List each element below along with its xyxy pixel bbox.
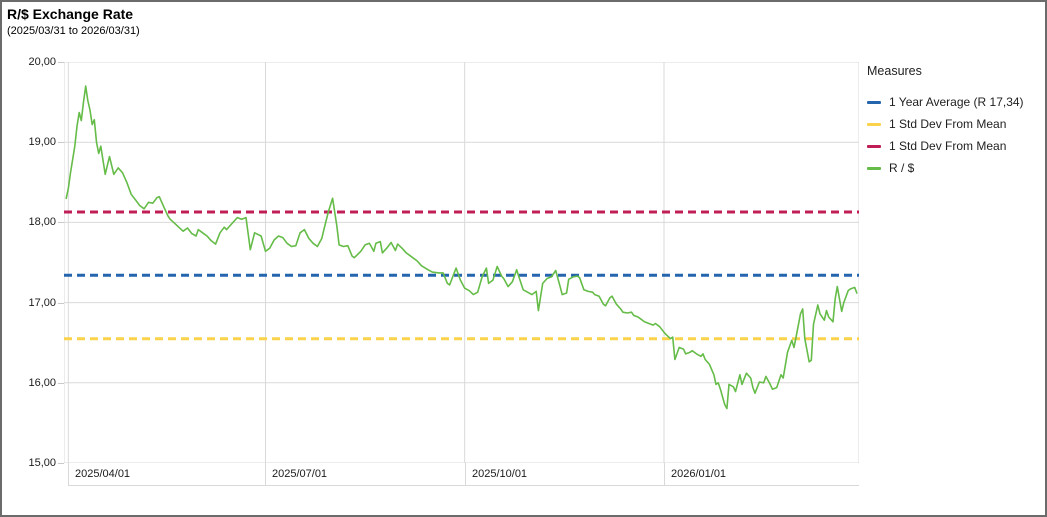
legend-item-std-dev-lower: 1 Std Dev From Mean	[867, 118, 1024, 131]
series-line	[65, 85, 858, 410]
std-dev-upper-swatch-icon	[867, 145, 881, 148]
page-subtitle: (2025/03/31 to 2026/03/31)	[7, 25, 140, 37]
legend-title: Measures	[867, 64, 922, 78]
average-line-swatch-icon	[867, 101, 881, 104]
legend-item-label: 1 Std Dev From Mean	[889, 117, 1007, 131]
page-title: R/$ Exchange Rate	[7, 6, 134, 22]
legend-item-label: 1 Std Dev From Mean	[889, 139, 1007, 153]
y-axis-tick	[58, 463, 64, 464]
x-axis-tick	[265, 463, 266, 485]
y-axis-label: 15,00	[28, 457, 56, 469]
legend: Measures 1 Year Average (R 17,34) 1 Std …	[867, 64, 1024, 184]
x-axis-tick	[664, 463, 665, 485]
x-axis-tick	[465, 463, 466, 485]
y-axis-label: 20,00	[28, 56, 56, 68]
line-chart-plot-area	[64, 62, 859, 463]
x-axis-baseline	[68, 485, 859, 486]
y-axis-label: 16,00	[28, 376, 56, 389]
y-axis-label: 17,00	[28, 296, 56, 309]
y-axis-label: 18,00	[28, 216, 56, 229]
x-axis-tick	[68, 463, 69, 485]
std-dev-lower-swatch-icon	[867, 123, 881, 126]
legend-item-series: R / $	[867, 162, 1024, 175]
x-axis-label: 2025/04/01	[75, 468, 131, 480]
series-line-swatch-icon	[867, 167, 881, 170]
y-axis-label: 19,00	[28, 136, 56, 149]
legend-item-label: 1 Year Average (R 17,34)	[889, 95, 1024, 109]
legend-item-average: 1 Year Average (R 17,34)	[867, 96, 1024, 109]
x-axis-label: 2025/07/01	[272, 468, 328, 480]
legend-item-label: R / $	[889, 161, 915, 175]
x-axis-label: 2026/01/01	[671, 468, 727, 480]
legend-item-std-dev-upper: 1 Std Dev From Mean	[867, 140, 1024, 153]
x-axis-label: 2025/10/01	[472, 468, 528, 480]
